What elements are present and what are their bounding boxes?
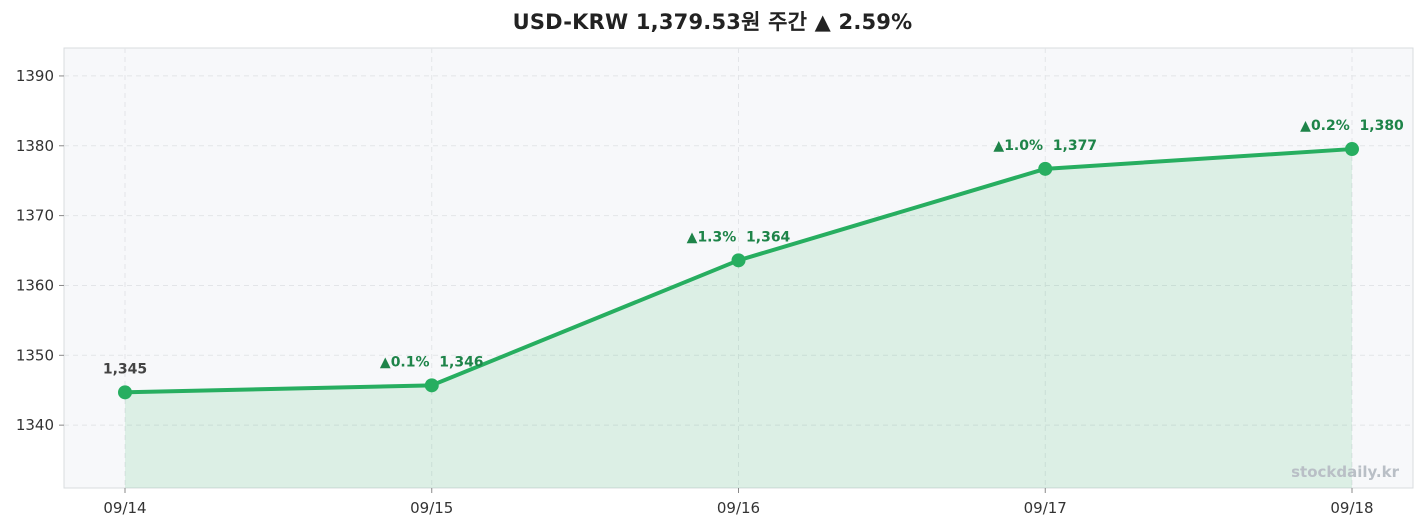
- y-tick-label: 1350: [16, 346, 54, 364]
- x-axis-ticks: 09/14 09/15 09/16 09/17 09/18: [103, 488, 1374, 517]
- data-point: [1038, 161, 1053, 176]
- y-tick-label: 1390: [16, 67, 54, 85]
- chart-title: USD-KRW 1,379.53원 주간 ▲ 2.59%: [512, 10, 913, 34]
- x-tick-label: 09/16: [717, 499, 760, 517]
- x-tick-label: 09/17: [1024, 499, 1067, 517]
- area-fill-layer: [125, 149, 1352, 489]
- y-tick-label: 1360: [16, 276, 54, 294]
- grid-lines: [64, 48, 1413, 488]
- data-label: ▲1.3% 1,364: [687, 229, 791, 245]
- y-axis-ticks: 1340 1350 1360 1370 1380 1390: [16, 67, 64, 434]
- watermark: stockdaily.kr: [1291, 463, 1399, 481]
- x-tick-label: 09/18: [1330, 499, 1373, 517]
- data-point: [424, 378, 439, 393]
- x-tick-label: 09/14: [103, 499, 146, 517]
- data-labels: 1,345 ▲0.1% 1,346 ▲1.3% 1,364 ▲1.0% 1,377 ▲0…: [103, 118, 1404, 377]
- data-label: ▲0.2% 1,380: [1300, 118, 1404, 134]
- data-point: [118, 385, 132, 400]
- data-points: [118, 142, 1359, 400]
- y-tick-label: 1380: [16, 137, 54, 155]
- data-point: [1345, 142, 1359, 157]
- x-tick-label: 09/15: [410, 499, 453, 517]
- data-point: [731, 253, 746, 268]
- data-label: ▲1.0% 1,377: [993, 138, 1097, 154]
- y-tick-label: 1370: [16, 207, 54, 225]
- y-tick-label: 1340: [16, 416, 54, 434]
- data-label: 1,345: [103, 361, 147, 377]
- area-fill: [125, 149, 1352, 489]
- data-label: ▲0.1% 1,346: [380, 354, 484, 370]
